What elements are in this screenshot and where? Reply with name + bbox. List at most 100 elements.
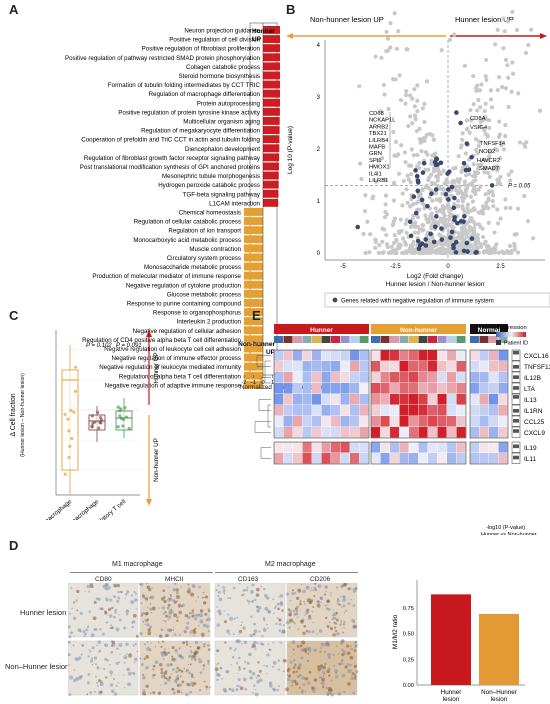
- ihc-cell: [278, 622, 282, 626]
- ihc-cell: [125, 609, 130, 614]
- gsea-bar: [244, 289, 263, 298]
- volcano-point: [522, 193, 527, 199]
- volcano-point: [416, 230, 421, 235]
- ihc-cell: [166, 606, 170, 610]
- volcano-point: [423, 213, 428, 218]
- ihc-cell: [68, 693, 72, 697]
- heatmap-cell: [479, 372, 489, 383]
- heatmap-cell: [456, 383, 466, 394]
- ihc-cell: [261, 635, 264, 638]
- ihc-cell: [76, 609, 79, 612]
- ihc-cell: [278, 629, 282, 632]
- volcano-point: [433, 151, 438, 156]
- ihc-cell: [124, 598, 126, 600]
- heatmap-cell: [283, 453, 293, 464]
- ihc-cell: [97, 597, 101, 601]
- volcano-point: [490, 193, 496, 198]
- volcano-point: [478, 184, 483, 189]
- ihc-cell: [189, 649, 192, 652]
- volcano-point: [511, 71, 516, 76]
- immune-gene-point: [431, 239, 437, 245]
- immune-gene-point: [438, 160, 444, 166]
- ihc-cell: [109, 683, 114, 687]
- patient-id-cell: [390, 336, 399, 343]
- volcano-point: [385, 244, 390, 250]
- volcano-point: [376, 250, 381, 256]
- heatmap-cell: [470, 416, 480, 427]
- volcano-point: [396, 29, 401, 34]
- immune-gene-point: [413, 168, 418, 173]
- gsea-term-label: Multicellular organism aging: [183, 119, 260, 126]
- ihc-cell: [141, 611, 145, 616]
- ihc-cell: [266, 673, 268, 675]
- heatmap-cell: [498, 383, 508, 394]
- heatmap-cell: [409, 453, 419, 464]
- volcano-point: [482, 116, 487, 121]
- volcano-point: [410, 96, 415, 101]
- heatmap-cell: [359, 405, 369, 416]
- ihc-cell: [198, 585, 201, 589]
- gsea-bar: [244, 317, 263, 326]
- heatmap-cell: [293, 427, 303, 438]
- ihc-cell: [205, 685, 208, 689]
- ihc-cell: [218, 597, 223, 602]
- ihc-cell: [263, 627, 265, 630]
- gsea-term-label: Regulation of ion transport: [168, 228, 241, 235]
- ihc-cell: [217, 591, 221, 594]
- ihc-cell: [203, 680, 206, 683]
- ihc-cell: [317, 600, 321, 604]
- box-point: [68, 444, 72, 448]
- ihc-cell: [133, 598, 138, 602]
- heatmap-cell: [390, 442, 400, 453]
- ihc-cell: [86, 584, 90, 589]
- ihc-cell: [264, 606, 269, 611]
- panel-a-tick-label: 0: [261, 380, 264, 386]
- heatmap-cell: [489, 361, 499, 372]
- ihc-cell: [151, 606, 156, 611]
- ihc-cell: [148, 588, 152, 592]
- ihc-cell: [172, 691, 176, 695]
- ihc-cell: [302, 589, 306, 594]
- immune-gene-point: [429, 191, 434, 197]
- volcano-point: [495, 87, 500, 93]
- ihc-cell: [318, 629, 323, 633]
- volcano-point: [385, 36, 391, 41]
- panel-c-ylabel2: (Hunner lesion – Non-hunner lesion): [20, 373, 26, 457]
- ihc-cell: [347, 602, 351, 606]
- ihc-cell: [193, 676, 195, 679]
- ihc-cell: [279, 594, 284, 598]
- ihc-cell: [111, 640, 115, 644]
- ihc-cell: [326, 599, 330, 604]
- ihc-cell: [313, 595, 316, 597]
- volcano-point: [446, 217, 452, 222]
- heatmap-cell: [371, 350, 381, 361]
- ihc-cell: [314, 583, 317, 585]
- volcano-point: [467, 130, 472, 135]
- heatmap-cell: [340, 350, 350, 361]
- ihc-cell: [188, 671, 191, 675]
- ihc-cell: [102, 632, 105, 636]
- ihc-cell: [175, 591, 179, 595]
- volcano-point: [468, 194, 474, 199]
- ihc-cell: [300, 583, 303, 586]
- gsea-term-label: Muscle contraction: [189, 246, 241, 253]
- heatmap-cell: [498, 361, 508, 372]
- volcano-point: [408, 114, 413, 119]
- gsea-bar: [244, 208, 263, 216]
- volcano-point: [465, 230, 470, 235]
- ihc-cell: [178, 647, 181, 650]
- p-value-m2: P = 0.102: [86, 343, 112, 349]
- gsea-term-label: Positive regulation of pathway restricte…: [65, 55, 261, 62]
- ihc-cell: [324, 590, 327, 593]
- ihc-cell: [207, 660, 210, 663]
- volcano-point: [483, 74, 488, 79]
- ihc-cell: [109, 598, 113, 602]
- heatmap-cell: [437, 416, 447, 427]
- ihc-cell: [157, 691, 161, 695]
- ihc-cell: [228, 687, 232, 691]
- volcano-point: [482, 166, 487, 171]
- ihc-cell: [180, 691, 183, 694]
- ihc-cell: [346, 663, 349, 666]
- ihc-cell: [335, 672, 338, 675]
- ihc-cell: [295, 670, 299, 673]
